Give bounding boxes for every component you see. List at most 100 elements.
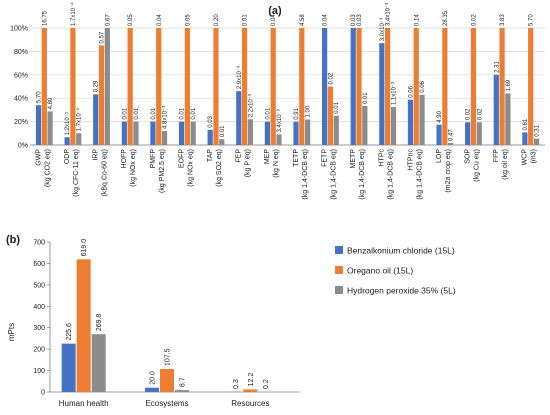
bar bbox=[104, 28, 110, 145]
bar bbox=[76, 259, 91, 392]
bar bbox=[236, 91, 242, 145]
data-label: 0.01 bbox=[180, 107, 186, 119]
category-label: HTPnc bbox=[407, 149, 414, 171]
data-label: 0.01 bbox=[191, 107, 197, 119]
bar bbox=[175, 390, 189, 392]
data-label: 269.8 bbox=[96, 314, 103, 332]
bar bbox=[270, 28, 276, 145]
bar bbox=[213, 28, 219, 145]
bar bbox=[493, 74, 499, 145]
bar bbox=[178, 121, 185, 145]
y-tick-label: 100% bbox=[10, 26, 28, 33]
legend-label: Oregano oil (15L) bbox=[347, 266, 413, 276]
bar bbox=[327, 86, 334, 145]
category-label: (kg oil eq) bbox=[502, 149, 509, 180]
bar bbox=[350, 28, 356, 145]
data-label: 0.01 bbox=[334, 101, 340, 113]
data-label: 4.80 bbox=[48, 97, 54, 109]
bar bbox=[241, 28, 248, 145]
category-label: (kBq Co-60 eq) bbox=[102, 149, 109, 196]
bar bbox=[35, 105, 42, 145]
chart-b-bars bbox=[61, 259, 273, 392]
data-label: 4.90 bbox=[437, 110, 443, 122]
category-label: FFP bbox=[493, 149, 500, 163]
data-label: 0.31 bbox=[534, 124, 540, 136]
bar bbox=[499, 28, 505, 145]
bar bbox=[407, 99, 414, 145]
data-label: 0.03 bbox=[208, 115, 214, 127]
bar bbox=[91, 334, 106, 392]
data-label: 0.02 bbox=[466, 108, 472, 120]
bar bbox=[161, 130, 168, 145]
data-label: 0.01 bbox=[122, 107, 128, 119]
bar bbox=[219, 139, 225, 145]
data-label: 2.31 bbox=[494, 60, 500, 72]
chart-a-data-labels: 5.70 16.75 4.80 1.2x10⁻⁵ 1.7x10⁻⁴ 1.7x10⁻⁵ 0.2… bbox=[37, 2, 541, 141]
data-label: 0.04 bbox=[323, 14, 329, 26]
data-label: 5.70 bbox=[37, 91, 43, 103]
y-tick-label: 60% bbox=[14, 72, 28, 79]
data-label: 0.06 bbox=[420, 80, 426, 92]
bar bbox=[419, 94, 425, 145]
bar bbox=[442, 28, 448, 145]
bar bbox=[41, 28, 47, 145]
category-label: SOP bbox=[464, 149, 471, 164]
category-label: (kg 1,4-DCB eq) bbox=[416, 149, 423, 200]
bar bbox=[121, 121, 127, 145]
data-label: 225.6 bbox=[66, 323, 73, 341]
category-label: (kg SO2 eq) bbox=[216, 149, 223, 187]
data-label: 0.91 bbox=[294, 107, 300, 119]
y-tick-label: 20% bbox=[14, 119, 28, 126]
bar bbox=[184, 28, 190, 145]
category-label: (m3) bbox=[531, 149, 538, 163]
bar bbox=[465, 122, 471, 145]
legend-swatch bbox=[335, 246, 343, 254]
bar bbox=[207, 129, 213, 145]
data-label: 0.01 bbox=[243, 14, 249, 26]
chart-a-gridlines bbox=[30, 27, 545, 146]
y-tick-label: 600 bbox=[33, 261, 45, 268]
data-label: 1.00 bbox=[306, 105, 312, 117]
bar bbox=[190, 121, 196, 145]
bar bbox=[133, 121, 139, 145]
category-label: TAP bbox=[207, 149, 214, 162]
category-label: GWP bbox=[35, 149, 42, 166]
y-tick-label: 200 bbox=[33, 347, 45, 354]
data-label: 0.67 bbox=[105, 14, 111, 26]
data-label: 12.2 bbox=[248, 373, 255, 387]
data-label: 5.70 bbox=[529, 14, 535, 26]
category-label: Resources bbox=[231, 399, 269, 408]
bar bbox=[264, 121, 270, 145]
bar bbox=[470, 28, 477, 145]
bar bbox=[528, 28, 534, 145]
category-label: (kg 1,4-DCB eq) bbox=[330, 149, 337, 200]
y-tick-label: 700 bbox=[33, 240, 45, 247]
bar bbox=[533, 138, 540, 145]
data-label: 0.01 bbox=[363, 92, 369, 104]
y-tick-label: 80% bbox=[14, 49, 28, 56]
category-label: HTPc bbox=[379, 149, 386, 167]
data-label: 0.14 bbox=[414, 14, 420, 26]
category-label: Ecosystems bbox=[145, 399, 188, 408]
data-label: 0.20 bbox=[214, 14, 220, 26]
data-label: 619.0 bbox=[81, 239, 88, 257]
chart-b-legend: Benzalkonium chloride (15L) Oregano oil (… bbox=[335, 246, 456, 296]
bar bbox=[243, 389, 258, 392]
data-label: 1.7x10⁻⁴ bbox=[70, 2, 77, 26]
category-label: (kg 1,4-DCB eq) bbox=[388, 149, 395, 200]
bar bbox=[70, 28, 76, 145]
category-label: PMFP bbox=[150, 149, 157, 169]
category-label: TETP bbox=[293, 149, 300, 167]
bar bbox=[156, 28, 162, 145]
category-label: LOP bbox=[436, 149, 443, 163]
data-label: 16.75 bbox=[42, 10, 48, 26]
data-label: 0.01 bbox=[134, 107, 140, 119]
data-label: 20.0 bbox=[150, 371, 157, 385]
bar bbox=[333, 115, 339, 145]
category-label: FEP bbox=[236, 149, 243, 163]
data-label: 0.2 bbox=[263, 379, 270, 389]
y-tick-label: 40% bbox=[14, 96, 28, 103]
legend-swatch bbox=[335, 286, 343, 294]
data-label: 3.0x10⁻³ bbox=[380, 18, 386, 41]
bar bbox=[505, 93, 511, 145]
